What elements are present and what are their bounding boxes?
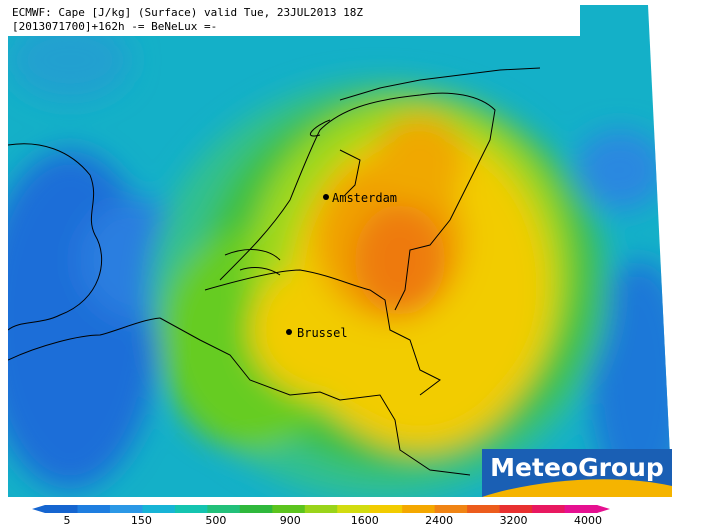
logo: MeteoGroup [482, 449, 672, 497]
header-box [8, 5, 580, 36]
logo-text: MeteoGroup [490, 453, 664, 482]
colorbar-arrow [32, 505, 45, 513]
colorbar-swatch [272, 505, 306, 513]
city-dot [286, 329, 292, 335]
colorbar-tick-label: 500 [205, 514, 226, 526]
colorbar-tick-label: 900 [280, 514, 301, 526]
colorbar-tick-label: 150 [131, 514, 152, 526]
colorbar-swatch [369, 505, 403, 513]
colorbar-swatch [337, 505, 371, 513]
cape-field [8, 5, 672, 497]
colorbar-swatch [532, 505, 566, 513]
colorbar-swatch [142, 505, 176, 513]
city-label: Brussel [297, 326, 348, 340]
colorbar-swatch [304, 505, 338, 513]
colorbar-swatch [239, 505, 273, 513]
colorbar-tick-label: 5 [64, 514, 71, 526]
colorbar-arrow [597, 505, 610, 513]
header-line: ECMWF: Cape [J/kg] (Surface) valid Tue, … [12, 6, 363, 19]
colorbar-swatch [174, 505, 208, 513]
colorbar-tick-label: 2400 [425, 514, 453, 526]
colorbar-swatch [207, 505, 241, 513]
colorbar-tick-label: 4000 [574, 514, 602, 526]
city-label: Amsterdam [332, 191, 397, 205]
colorbar-swatch [45, 505, 78, 513]
colorbar-swatch [499, 505, 533, 513]
colorbar-swatch [77, 505, 111, 513]
city-dot [323, 194, 329, 200]
colorbar-swatch [109, 505, 143, 513]
colorbar: 5 150 500 900 1600 2400 3200 4000 [32, 505, 610, 526]
colorbar-swatch [402, 505, 436, 513]
header-line: [2013071700]+162h -= BeNeLux =- [12, 20, 217, 33]
colorbar-tick-label: 3200 [500, 514, 528, 526]
colorbar-swatch [564, 505, 598, 513]
colorbar-swatch [434, 505, 468, 513]
colorbar-tick-label: 1600 [351, 514, 379, 526]
borders [8, 67, 541, 476]
colorbar-swatch [467, 505, 501, 513]
